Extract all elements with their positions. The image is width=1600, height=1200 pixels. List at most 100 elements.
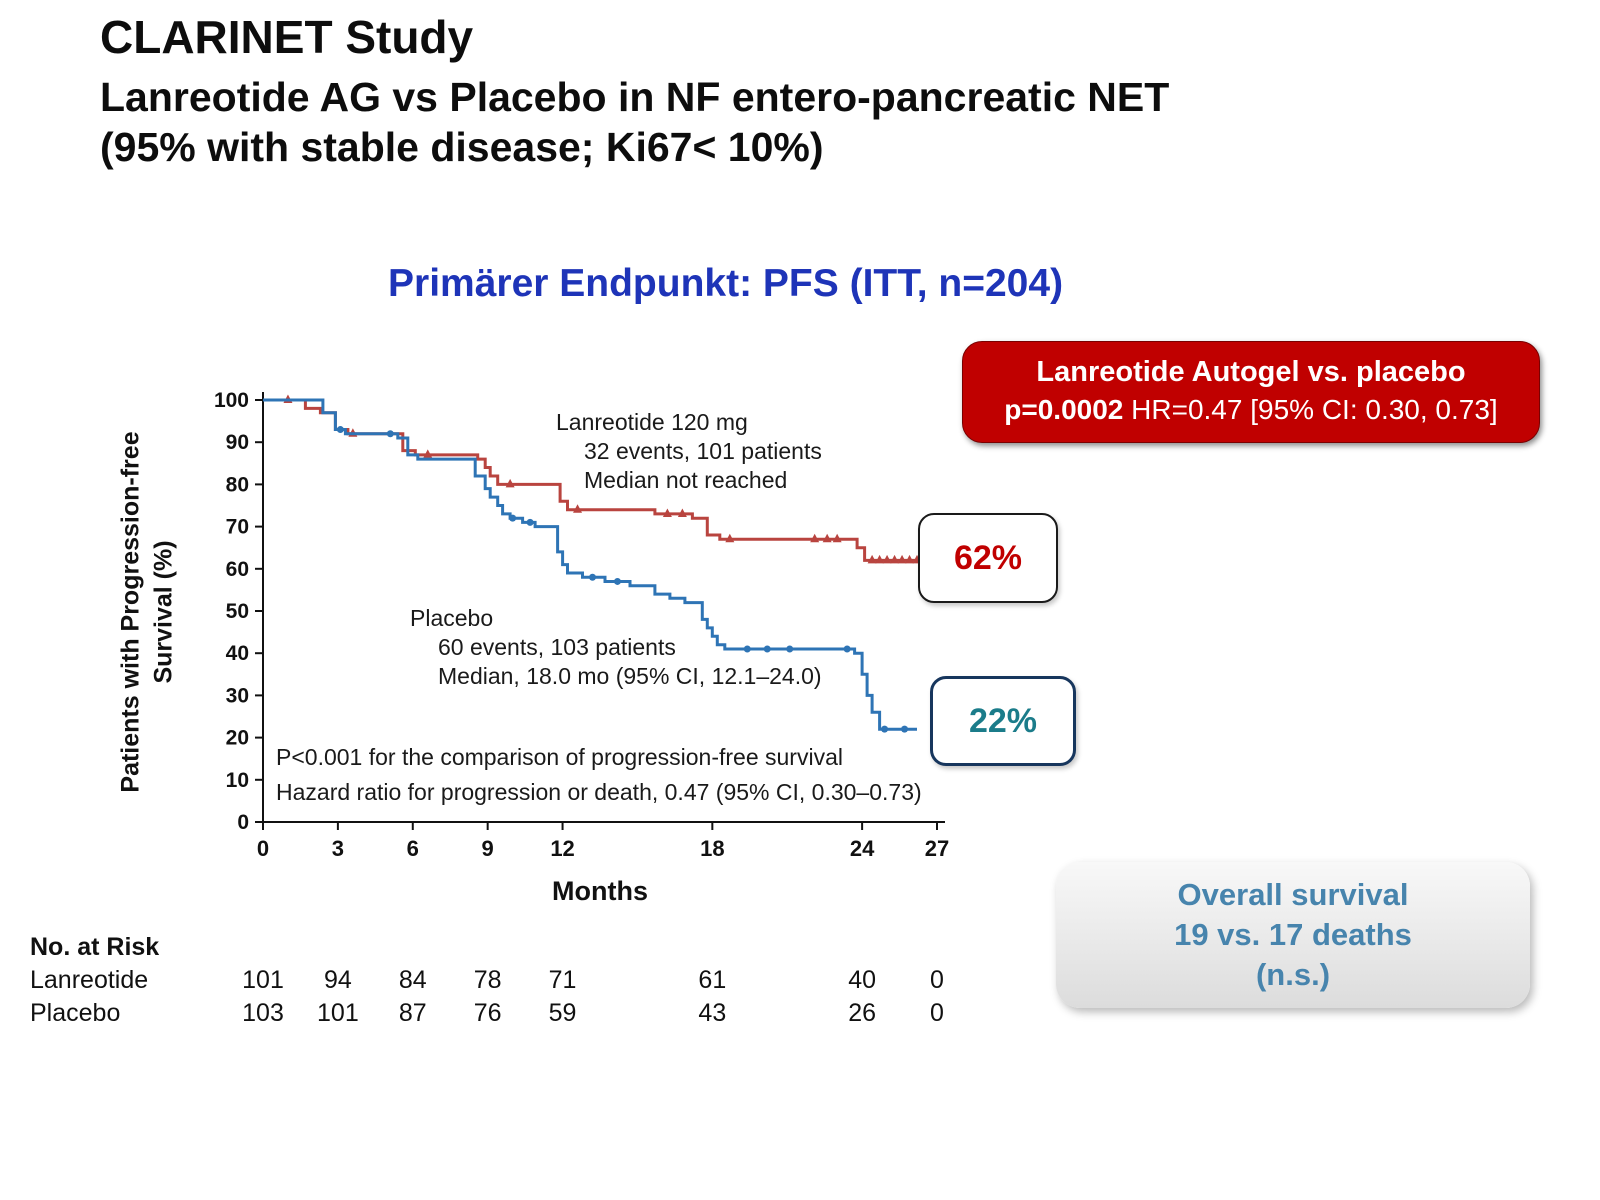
lanreotide-120-mg-censor-mark <box>505 478 515 488</box>
y-tick-label: 60 <box>226 558 249 581</box>
x-tick-label: 0 <box>257 836 269 861</box>
overall-survival-line3: (n.s.) <box>1255 956 1331 992</box>
pvalue-footnote-line1: P<0.001 for the comparison of progressio… <box>276 744 843 770</box>
lanreotide-120-mg-censor-mark <box>905 554 915 564</box>
pvalue-footnote-line2: Hazard ratio for progression or death, 0… <box>276 778 922 805</box>
risk-row-label-lanreotide: Lanreotide <box>30 966 149 994</box>
overall-survival-box: Overall survival 19 vs. 17 deaths (n.s.) <box>1056 862 1530 1008</box>
y-tick-label: 10 <box>226 769 249 792</box>
lanreotide-120-mg-censor-mark <box>677 508 687 517</box>
placebo-percent-value: 22% <box>968 701 1038 740</box>
y-axis-title-line1: Patients with Progression-free <box>116 431 145 793</box>
lanreotide-120-mg-censor-mark <box>423 449 433 458</box>
lanreotide-annotation-events: 32 events, 101 patients <box>584 437 822 464</box>
overall-survival-line1: Overall survival <box>1177 877 1409 913</box>
placebo-censor-mark <box>843 645 851 653</box>
lanreotide-120-mg-censor-mark <box>832 533 842 543</box>
placebo-annotation-title: Placebo <box>410 605 494 631</box>
placebo-censor-mark <box>526 518 534 526</box>
x-axis-title: Months <box>552 876 648 906</box>
x-tick-label: 24 <box>850 836 875 861</box>
y-tick-label: 100 <box>214 389 249 412</box>
x-tick-label: 9 <box>482 836 494 861</box>
lanreotide-120-mg-censor-mark <box>725 533 735 543</box>
y-tick-label: 30 <box>226 684 249 707</box>
kaplan-meier-chart: 0 10 20 30 40 50 60 70 80 90 100 0 3 6 9 12 18 24 27 <box>214 389 949 861</box>
risk-value-placebo: 59 <box>548 999 577 1027</box>
risk-value-placebo: 43 <box>698 999 727 1027</box>
lanreotide-120-mg-censor-mark <box>890 554 900 564</box>
placebo-censor-mark <box>901 725 909 733</box>
y-tick-label: 40 <box>226 642 249 665</box>
risk-value-lanreotide: 78 <box>473 966 502 994</box>
slide-title-line3: (95% with stable disease; Ki67< 10%) <box>100 124 824 171</box>
risk-value-placebo: 87 <box>398 999 427 1027</box>
lanreotide-120-mg-censor-mark <box>875 554 885 564</box>
lanreotide-120-mg-censor-mark <box>810 533 820 543</box>
stats-box-values: p=0.0002 HR=0.47 [95% CI: 0.30, 0.73] <box>973 394 1529 426</box>
y-axis-title-line2: Survival (%) <box>149 540 177 684</box>
overall-survival-line2: 19 vs. 17 deaths <box>1174 917 1412 953</box>
risk-value-lanreotide: 94 <box>323 966 352 994</box>
y-tick-label: 80 <box>226 473 249 496</box>
placebo-censor-mark <box>613 577 621 585</box>
lanreotide-120-mg-censor-mark <box>573 504 583 513</box>
x-tick-label: 12 <box>550 836 574 861</box>
placebo-censor-mark <box>786 645 794 653</box>
lanreotide-120-mg-censor-mark <box>867 554 877 564</box>
y-tick-label: 50 <box>226 600 249 623</box>
stats-box: Lanreotide Autogel vs. placebo p=0.0002 … <box>962 341 1540 443</box>
risk-value-lanreotide: 40 <box>848 966 877 994</box>
slide-title: CLARINET Study <box>100 11 474 63</box>
risk-value-lanreotide: 71 <box>548 966 577 994</box>
lanreotide-percent-value: 62% <box>953 538 1023 577</box>
risk-value-placebo: 103 <box>242 999 284 1027</box>
x-tick-label: 3 <box>332 836 344 861</box>
y-tick-label: 20 <box>226 727 249 750</box>
placebo-censor-mark <box>763 645 771 653</box>
lanreotide-120-mg-censor-mark <box>882 554 892 564</box>
risk-value-placebo: 76 <box>473 999 502 1027</box>
y-tick-label: 0 <box>237 811 249 834</box>
placebo-censor-mark <box>589 573 597 581</box>
placebo-censor-mark <box>336 426 344 434</box>
lanreotide-120-mg-censor-mark <box>897 554 907 564</box>
lanreotide-annotation-median: Median not reached <box>584 466 788 493</box>
risk-value-placebo: 0 <box>930 999 944 1027</box>
title-block: CLARINET Study Lanreotide AG vs Placebo … <box>100 10 1169 172</box>
lanreotide-annotation: Lanreotide 120 mg 32 events, 101 patient… <box>556 408 822 495</box>
risk-value-placebo: 26 <box>848 999 877 1027</box>
stats-box-title: Lanreotide Autogel vs. placebo <box>1036 356 1466 388</box>
x-tick-label: 6 <box>407 836 419 861</box>
hazard-ratio-text: HR=0.47 [95% CI: 0.30, 0.73] <box>1123 394 1498 425</box>
lanreotide-120-mg-censor-mark <box>822 533 832 543</box>
p-value: p=0.0002 <box>1004 394 1124 425</box>
placebo-percent-callout: 22% <box>930 676 1076 766</box>
placebo-curve <box>263 398 917 731</box>
risk-value-placebo: 101 <box>317 999 359 1027</box>
slide-title-line2: Lanreotide AG vs Placebo in NF entero-pa… <box>100 74 1170 120</box>
y-tick-label: 90 <box>226 431 249 454</box>
risk-table-header: No. at Risk <box>30 933 160 961</box>
y-tick-label: 70 <box>226 516 249 539</box>
x-tick-label: 18 <box>700 836 724 861</box>
lanreotide-annotation-title: Lanreotide 120 mg <box>556 409 748 435</box>
risk-row-label-placebo: Placebo <box>30 999 121 1027</box>
risk-value-lanreotide: 61 <box>698 966 727 994</box>
risk-value-lanreotide: 0 <box>930 966 944 994</box>
risk-value-lanreotide: 84 <box>398 966 427 994</box>
lanreotide-percent-callout: 62% <box>918 513 1058 603</box>
x-tick-label: 27 <box>925 836 949 861</box>
placebo-censor-mark <box>881 725 889 733</box>
y-axis-title: Patients with Progression-free Survival … <box>115 431 180 792</box>
placebo-censor-mark <box>386 430 394 438</box>
placebo-annotation-events: 60 events, 103 patients <box>438 633 676 660</box>
placebo-annotation: Placebo 60 events, 103 patients Median, … <box>410 604 822 691</box>
primary-endpoint-heading: Primärer Endpunkt: PFS (ITT, n=204) <box>388 262 1064 305</box>
placebo-censor-mark <box>743 645 751 653</box>
risk-value-lanreotide: 101 <box>242 966 284 994</box>
placebo-censor-mark <box>509 514 517 522</box>
placebo-annotation-median: Median, 18.0 mo (95% CI, 12.1–24.0) <box>438 662 822 689</box>
pvalue-footnote: P<0.001 for the comparison of progressio… <box>276 740 922 809</box>
